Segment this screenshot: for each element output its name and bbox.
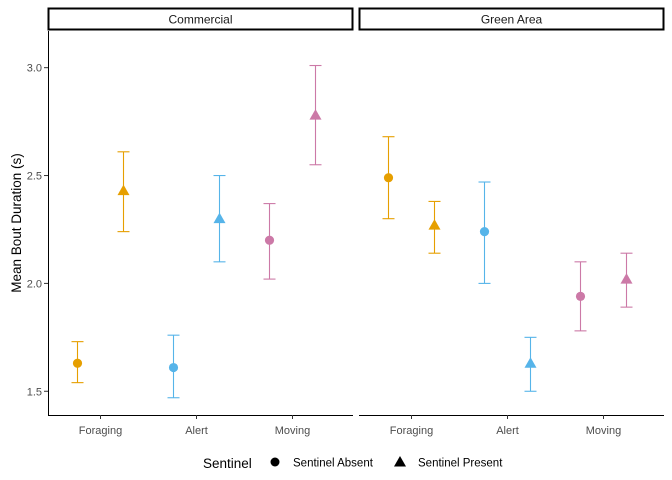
x-tick-label: Moving [275,425,310,437]
legend-key-triangle [394,456,406,467]
facet-strip [358,7,665,31]
data-point [524,336,537,392]
y-tick-label: 3.0 [27,63,42,75]
data-point [478,181,491,284]
point-marker-triangle [117,184,130,196]
y-tick-label: 1.5 [27,386,42,398]
y-tick-label: 2.5 [27,171,42,183]
data-point [213,174,226,263]
point-marker-circle [72,358,83,368]
data-point [428,200,441,254]
facet-strip-label: Commercial [168,13,232,27]
x-tick-label: Foraging [390,425,433,437]
legend-key-circle [270,457,280,467]
y-axis-title: Mean Bout Duration (s) [9,153,24,293]
point-marker-circle [575,291,586,301]
data-point [71,341,84,384]
data-point [263,203,276,280]
panels-layer: Commercial Foraging Alert Moving Green Area F… [47,7,665,437]
data-point [167,334,180,399]
x-tick-label: Alert [496,425,519,437]
panel-1: Green Area Foraging Alert Moving [358,7,665,437]
legend-label: Sentinel Present [418,458,503,470]
facet-strip [47,7,354,31]
legend: Sentinel Sentinel Absent Sentinel Present [203,456,503,471]
legend-entry: Sentinel Present [394,456,503,470]
data-point [574,261,587,332]
point-marker-triangle [524,357,537,368]
point-marker-triangle [213,212,226,224]
x-tick-label: Moving [586,425,621,437]
legend-entry: Sentinel Absent [270,457,374,470]
data-point [382,136,395,220]
data-point [117,151,130,233]
legend-label: Sentinel Absent [293,458,374,470]
point-marker-triangle [428,219,441,230]
x-tick-label: Alert [185,425,208,437]
point-marker-triangle [620,273,633,284]
facet-strip-label: Green Area [481,13,543,27]
point-marker-triangle [309,109,322,120]
point-marker-circle [383,173,394,183]
data-point [309,64,322,166]
y-tick-label: 2.0 [27,278,42,290]
point-marker-circle [264,235,275,245]
legend-title: Sentinel [203,456,252,471]
point-marker-circle [168,362,179,373]
panel-0: Commercial Foraging Alert Moving [47,7,354,437]
y-axis: 1.5 2.0 2.5 3.0 [27,31,49,415]
point-marker-circle [479,227,490,237]
data-point [620,252,633,308]
x-tick-label: Foraging [79,425,122,437]
